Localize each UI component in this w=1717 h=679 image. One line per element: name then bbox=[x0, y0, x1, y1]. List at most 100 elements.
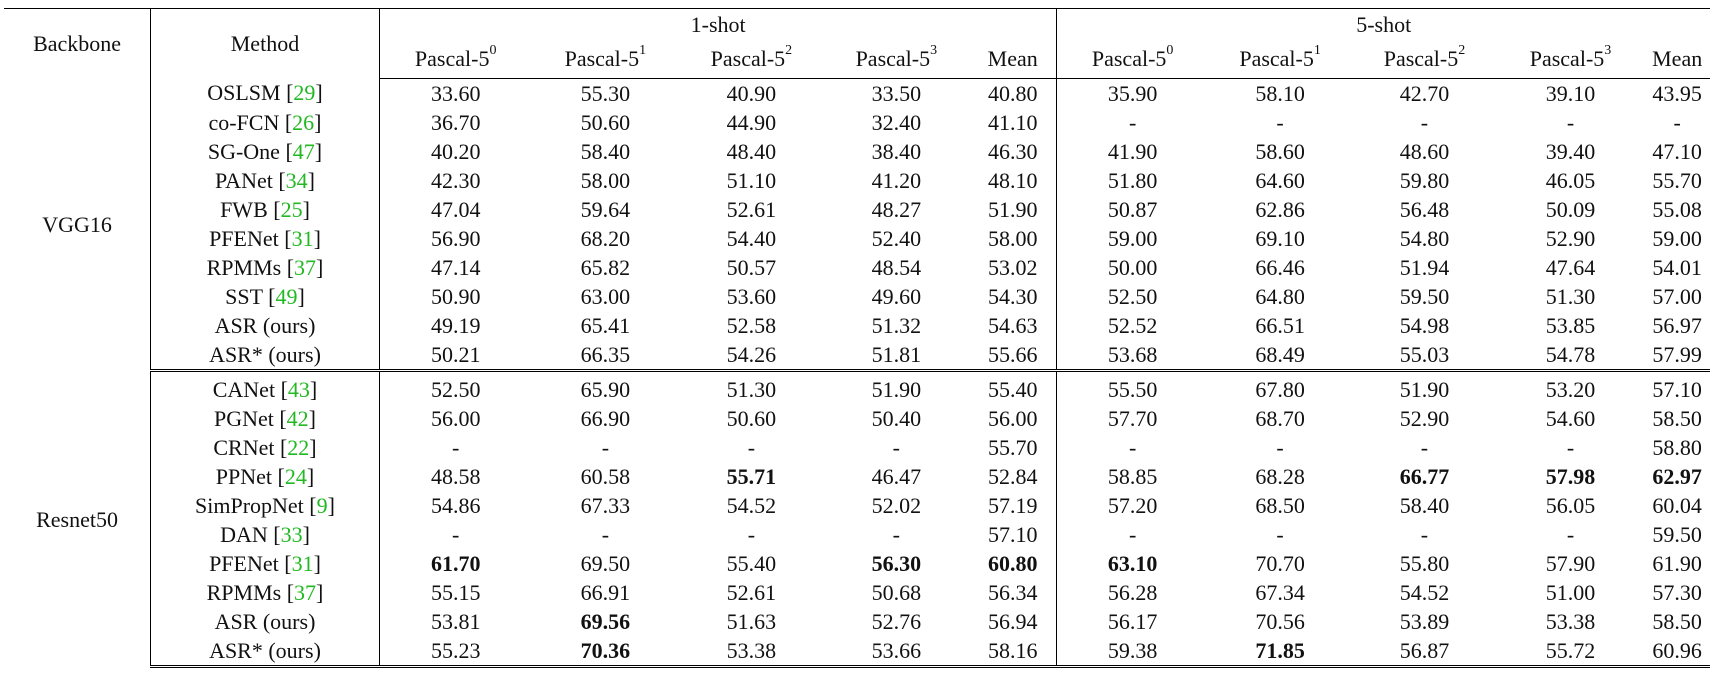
value-cell: - bbox=[1566, 434, 1575, 460]
method-name: PFENet bbox=[209, 550, 279, 576]
value-cell: 61.70 bbox=[430, 550, 481, 576]
value-cell: 62.86 bbox=[1255, 196, 1305, 222]
value-cell: 48.58 bbox=[430, 463, 481, 489]
value-cell: 68.70 bbox=[1255, 405, 1305, 431]
value-cell: 66.46 bbox=[1255, 254, 1305, 280]
value-cell: 57.98 bbox=[1545, 463, 1596, 489]
value-cell: 48.54 bbox=[871, 254, 922, 280]
value-cell: 53.85 bbox=[1545, 312, 1596, 338]
citation-link[interactable]: 26 bbox=[292, 109, 315, 135]
value-cell: 55.71 bbox=[726, 463, 777, 489]
citation-link[interactable]: 31 bbox=[291, 550, 314, 576]
value-cell: 58.00 bbox=[969, 224, 1058, 253]
value-cell: 56.94 bbox=[969, 607, 1058, 636]
value-cell: 47.10 bbox=[1652, 138, 1702, 164]
table-row: RPMMs [37] 55.15 66.91 52.61 50.68 56.34 56.28… bbox=[4, 578, 1710, 607]
value-cell: 60.96 bbox=[1644, 636, 1710, 668]
results-table: Backbone Method 1-shot 5-shot Pascal-50 P… bbox=[4, 8, 1710, 668]
table-header: Backbone Method 1-shot 5-shot Pascal-50 P… bbox=[4, 8, 1710, 79]
citation-link[interactable]: 25 bbox=[280, 196, 303, 222]
value-cell: 47.64 bbox=[1545, 254, 1596, 280]
method-cell: SST [49] bbox=[150, 282, 380, 311]
value-cell: 48.60 bbox=[1399, 138, 1450, 164]
citation-link[interactable]: 37 bbox=[294, 579, 317, 605]
value-cell: 55.72 bbox=[1496, 636, 1645, 668]
value-cell: - bbox=[747, 434, 756, 460]
table-row: PFENet [31] 61.70 69.50 55.40 56.30 60.80 63.1… bbox=[4, 549, 1710, 578]
method-cell: SG-One [47] bbox=[150, 137, 380, 166]
value-cell: 55.40 bbox=[726, 550, 777, 576]
value-cell: 51.90 bbox=[871, 376, 922, 402]
method-name: SimPropNet bbox=[195, 492, 304, 518]
method-name: PGNet bbox=[213, 405, 274, 431]
citation-link[interactable]: 22 bbox=[287, 434, 310, 460]
citation-link[interactable]: 34 bbox=[285, 167, 308, 193]
value-cell: 59.50 bbox=[1652, 521, 1702, 547]
citation-link[interactable]: 24 bbox=[284, 463, 307, 489]
value-cell: 54.26 bbox=[679, 340, 824, 372]
mean-header: Mean bbox=[1644, 40, 1710, 79]
value-cell: 69.50 bbox=[580, 550, 631, 576]
value-cell: 51.90 bbox=[969, 195, 1058, 224]
method-cell: PFENet [31] bbox=[150, 224, 380, 253]
citation-link[interactable]: 9 bbox=[316, 492, 328, 518]
value-cell: 56.90 bbox=[430, 225, 481, 251]
value-cell: 47.04 bbox=[430, 196, 481, 222]
method-cell: ASR* (ours) bbox=[150, 340, 380, 372]
citation-link[interactable]: 42 bbox=[286, 405, 309, 431]
method-cell: DAN [33] bbox=[150, 520, 380, 549]
value-cell: 68.20 bbox=[580, 225, 631, 251]
citation-link[interactable]: 33 bbox=[280, 521, 303, 547]
value-cell: 50.57 bbox=[726, 254, 777, 280]
value-cell: 56.87 bbox=[1352, 636, 1497, 668]
citation-link[interactable]: 31 bbox=[291, 225, 314, 251]
value-cell: 68.49 bbox=[1207, 340, 1353, 372]
table-row: PANet [34] 42.30 58.00 51.10 41.20 48.10 51.80… bbox=[4, 166, 1710, 195]
value-cell: 71.85 bbox=[1207, 636, 1353, 668]
value-cell: 58.80 bbox=[1652, 434, 1702, 460]
value-cell: 48.10 bbox=[969, 166, 1058, 195]
value-cell: 56.34 bbox=[969, 578, 1058, 607]
citation-link[interactable]: 43 bbox=[287, 376, 310, 402]
value-cell: - bbox=[1276, 434, 1284, 460]
method-name: OSLSM bbox=[207, 80, 281, 106]
value-cell: 56.17 bbox=[1107, 608, 1158, 634]
value-cell: 59.50 bbox=[1399, 283, 1450, 309]
citation-link[interactable]: 29 bbox=[293, 80, 316, 106]
table-row: VGG16 OSLSM [29] 33.60 55.30 40.90 33.50 40.80… bbox=[4, 78, 1710, 371]
method-name: PANet bbox=[214, 167, 273, 193]
citation-link[interactable]: 47 bbox=[292, 138, 315, 164]
table-row: ASR* (ours) 55.23 70.36 53.38 53.66 58.16 59.3… bbox=[4, 636, 1710, 668]
table-row: FWB [25] 47.04 59.64 52.61 48.27 51.90 50.87 62… bbox=[4, 195, 1710, 224]
value-cell: 52.40 bbox=[871, 225, 922, 251]
fold-header-label: Pascal-5 bbox=[1239, 46, 1314, 71]
value-cell: 68.50 bbox=[1255, 492, 1305, 518]
value-cell: 53.89 bbox=[1399, 608, 1450, 634]
value-cell: 60.80 bbox=[969, 549, 1058, 578]
citation-link[interactable]: 37 bbox=[294, 254, 317, 280]
method-cell: PFENet [31] bbox=[150, 549, 380, 578]
value-cell: 56.97 bbox=[1652, 312, 1702, 338]
value-cell: 53.20 bbox=[1545, 376, 1596, 402]
citation-link[interactable]: 49 bbox=[275, 283, 298, 309]
value-cell: 56.00 bbox=[430, 405, 481, 431]
value-cell: 55.50 bbox=[1107, 376, 1158, 402]
value-cell: - bbox=[1420, 109, 1429, 135]
fold-header-label: Pascal-5 bbox=[1091, 46, 1167, 71]
value-cell: - bbox=[1420, 434, 1429, 460]
backbone-cell: Resnet50 bbox=[4, 370, 152, 667]
method-name: SST bbox=[225, 283, 263, 309]
value-cell: 53.81 bbox=[430, 608, 481, 634]
value-cell: - bbox=[1566, 109, 1575, 135]
value-cell: 57.30 bbox=[1652, 579, 1702, 605]
method-cell: OSLSM [29] bbox=[150, 78, 380, 108]
value-cell: 55.15 bbox=[430, 579, 481, 605]
value-cell: - bbox=[1420, 521, 1429, 547]
fold-header-sup: 3 bbox=[930, 43, 938, 58]
value-cell: 50.60 bbox=[726, 405, 777, 431]
value-cell: 51.94 bbox=[1399, 254, 1450, 280]
value-cell: 55.40 bbox=[969, 370, 1058, 404]
table-row: RPMMs [37] 47.14 65.82 50.57 48.54 53.02 50.00… bbox=[4, 253, 1710, 282]
fold-header-row: Pascal-50 Pascal-51 Pascal-52 Pascal-53 Mean… bbox=[4, 40, 1710, 79]
